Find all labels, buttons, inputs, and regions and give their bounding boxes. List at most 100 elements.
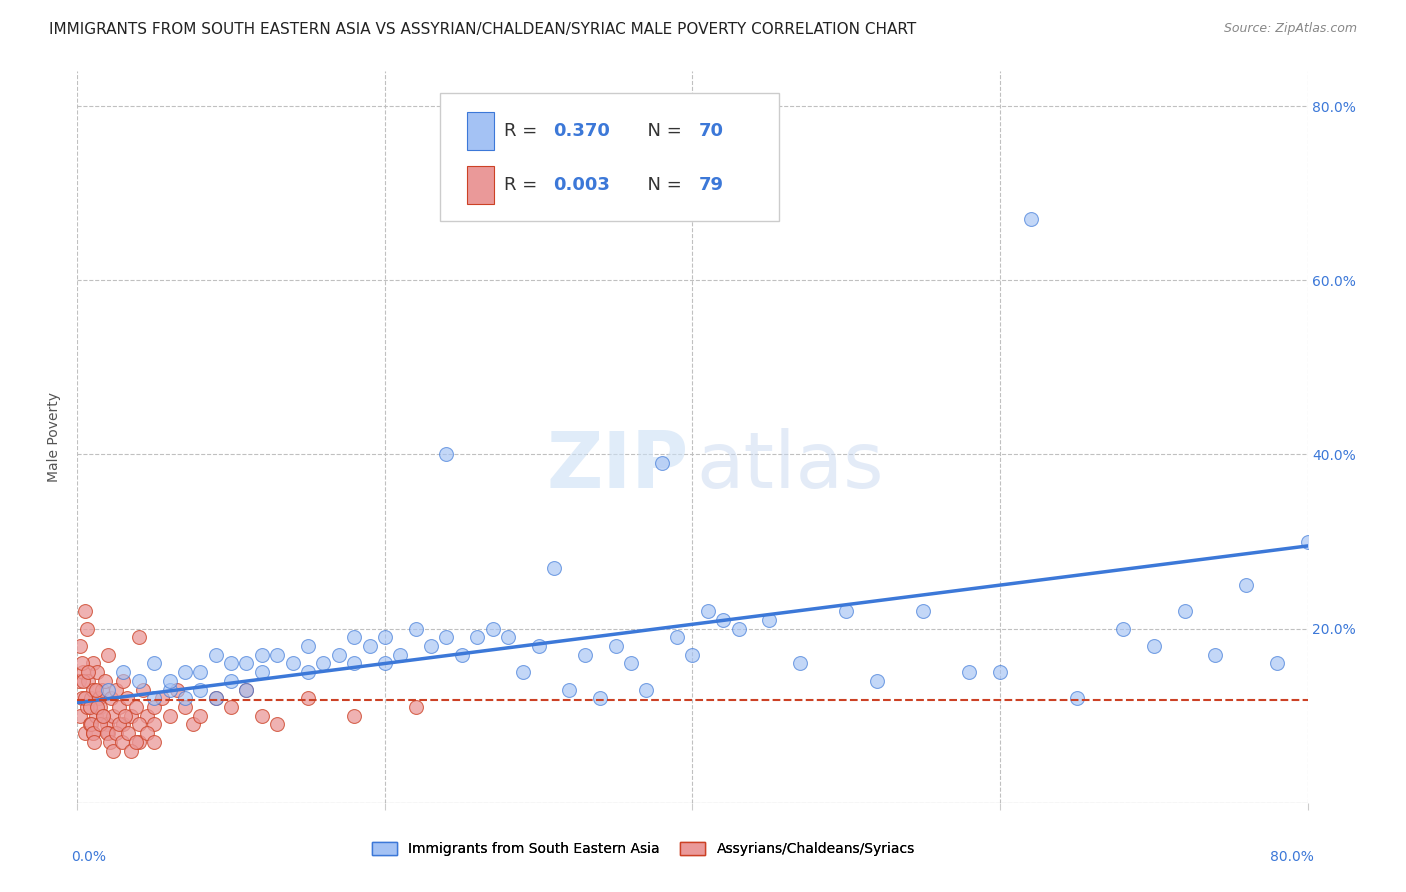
Point xyxy=(125,735,148,749)
Point xyxy=(666,631,689,645)
Point xyxy=(143,691,166,706)
Legend: Immigrants from South Eastern Asia, Assyrians/Chaldeans/Syriacs: Immigrants from South Eastern Asia, Assy… xyxy=(366,836,921,862)
Point xyxy=(174,700,197,714)
Point xyxy=(343,708,366,723)
Point xyxy=(82,682,104,697)
Point xyxy=(101,708,124,723)
Point xyxy=(1143,639,1166,653)
Point xyxy=(543,560,565,574)
Point xyxy=(359,639,381,653)
Point xyxy=(128,631,150,645)
Point xyxy=(93,708,115,723)
Point xyxy=(219,700,242,714)
Point xyxy=(636,682,658,697)
Point xyxy=(789,657,811,671)
Point xyxy=(132,682,155,697)
Point xyxy=(1296,534,1319,549)
Point xyxy=(758,613,780,627)
Text: Source: ZipAtlas.com: Source: ZipAtlas.com xyxy=(1223,22,1357,36)
Point xyxy=(101,743,124,757)
Text: N =: N = xyxy=(636,176,688,194)
Text: N =: N = xyxy=(636,122,688,140)
Point xyxy=(866,673,889,688)
Point xyxy=(1019,212,1042,227)
Point xyxy=(82,657,104,671)
Point xyxy=(69,639,91,653)
Point xyxy=(450,648,472,662)
Point xyxy=(204,691,226,706)
Point xyxy=(343,631,366,645)
Point xyxy=(93,708,115,723)
Point xyxy=(297,691,319,706)
Point xyxy=(112,717,135,731)
Point xyxy=(69,708,91,723)
Point xyxy=(297,665,319,680)
Point xyxy=(112,673,135,688)
Point xyxy=(465,631,488,645)
Point xyxy=(84,708,107,723)
Point xyxy=(84,682,107,697)
Point xyxy=(72,665,94,680)
Point xyxy=(235,682,257,697)
Point xyxy=(957,665,980,680)
FancyBboxPatch shape xyxy=(467,166,495,203)
Point xyxy=(89,717,111,731)
Point xyxy=(219,673,242,688)
Point xyxy=(1234,578,1257,592)
Point xyxy=(67,673,90,688)
Point xyxy=(73,691,96,706)
Point xyxy=(159,708,181,723)
Point xyxy=(120,708,142,723)
Point xyxy=(76,700,98,714)
Point xyxy=(143,657,166,671)
Point xyxy=(496,631,519,645)
Point xyxy=(281,657,304,671)
Point xyxy=(250,648,273,662)
Point xyxy=(77,665,100,680)
Point xyxy=(104,726,127,740)
Point xyxy=(1265,657,1288,671)
Point xyxy=(988,665,1011,680)
Text: atlas: atlas xyxy=(696,428,883,504)
Point xyxy=(128,735,150,749)
Point xyxy=(250,665,273,680)
Point xyxy=(527,639,550,653)
Point xyxy=(108,717,131,731)
Point xyxy=(114,708,136,723)
Point xyxy=(70,657,93,671)
Point xyxy=(79,717,101,731)
Point xyxy=(115,691,138,706)
Point xyxy=(135,708,157,723)
Point xyxy=(436,448,458,462)
Y-axis label: Male Poverty: Male Poverty xyxy=(48,392,62,482)
Point xyxy=(481,622,503,636)
Point xyxy=(1174,604,1197,618)
Point xyxy=(297,639,319,653)
Point xyxy=(82,726,104,740)
Point xyxy=(128,673,150,688)
Point xyxy=(420,639,443,653)
Point xyxy=(82,726,104,740)
Point xyxy=(235,657,257,671)
Point xyxy=(374,631,396,645)
Point xyxy=(328,648,350,662)
Point xyxy=(117,726,139,740)
Point xyxy=(166,682,188,697)
Point xyxy=(86,665,108,680)
Point xyxy=(89,700,111,714)
Text: ZIP: ZIP xyxy=(547,428,689,504)
Point xyxy=(104,682,127,697)
Point xyxy=(73,726,96,740)
Point xyxy=(188,665,212,680)
Point xyxy=(181,717,204,731)
Point xyxy=(96,717,118,731)
Point xyxy=(143,717,166,731)
Point xyxy=(159,673,181,688)
Point xyxy=(72,673,94,688)
Point xyxy=(143,735,166,749)
Point xyxy=(76,622,98,636)
Point xyxy=(97,648,120,662)
Point xyxy=(125,700,148,714)
Point xyxy=(343,657,366,671)
Point xyxy=(120,743,142,757)
